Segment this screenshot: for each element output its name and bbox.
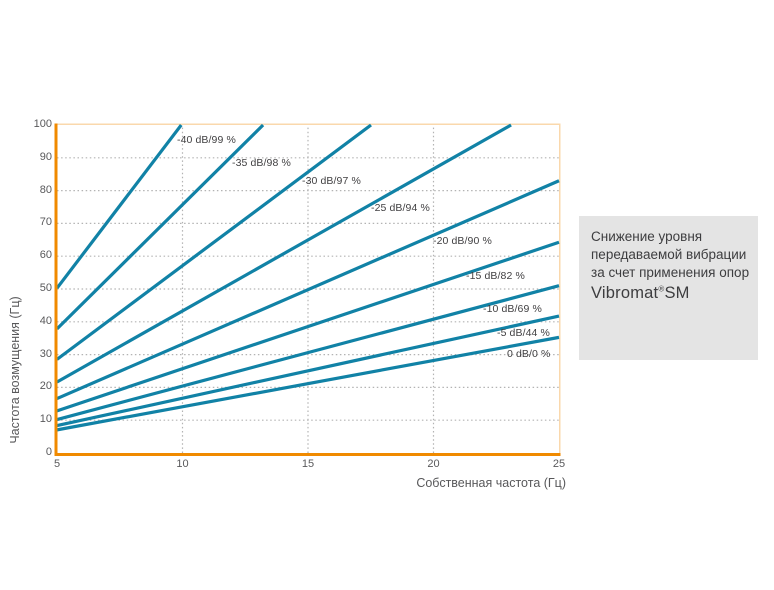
brand-line: Vibromat®SM (591, 283, 750, 303)
isolation-line (56, 123, 372, 361)
info-text-line-2: передаваемой вибрации (591, 247, 747, 262)
y-tick-label: 40 (39, 314, 52, 327)
info-text-line-1: Снижение уровня (591, 229, 703, 244)
curve-label: -40 dB/99 % (177, 134, 236, 146)
info-text-line-3: за счет применения опор (591, 265, 750, 280)
x-tick-label: 10 (176, 458, 189, 470)
isolation-line (55, 124, 183, 290)
x-axis-title: Собственная частота (Гц) (416, 476, 566, 490)
brand-name: Vibromat (591, 284, 659, 302)
y-tick-label: 0 (45, 446, 52, 458)
isolation-line (56, 179, 560, 401)
y-tick-label: 60 (39, 249, 52, 262)
isolation-line (56, 335, 560, 432)
curve-label: -20 dB/90 % (433, 235, 492, 247)
y-tick-label: 20 (39, 380, 52, 393)
curve-label: -35 dB/98 % (232, 157, 291, 169)
curve-label: -5 dB/44 % (497, 327, 550, 339)
isolation-line (56, 123, 512, 384)
y-tick-label: 80 (39, 183, 52, 196)
y-tick-label: 100 (33, 118, 52, 130)
curve-label: -10 dB/69 % (483, 303, 542, 315)
y-tick-label: 90 (39, 150, 52, 163)
brand-suffix: SM (664, 284, 690, 302)
y-tick-label: 50 (39, 282, 52, 294)
y-tick-label: 10 (39, 413, 52, 426)
registered-trademark-icon: ® (658, 284, 665, 294)
isolation-line (56, 284, 560, 422)
x-tick-label: 20 (427, 458, 440, 470)
curve-label: -15 dB/82 % (466, 270, 525, 282)
y-tick-label: 70 (39, 216, 52, 229)
x-tick-label: 5 (53, 458, 61, 470)
curve-label: -30 dB/97 % (302, 175, 361, 187)
x-tick-label: 15 (301, 458, 315, 470)
isolation-line (55, 123, 265, 330)
isolation-line (56, 240, 560, 413)
curve-label: -25 dB/94 % (371, 202, 430, 214)
curve-label: 0 dB/0 % (507, 348, 551, 360)
info-box: Снижение уровня передаваемой вибрации за… (579, 216, 758, 360)
x-tick-label: 25 (552, 458, 566, 470)
isolation-line (56, 314, 560, 428)
y-axis-title: Частота возмущения (Гц) (8, 296, 22, 444)
y-tick-label: 30 (39, 347, 52, 360)
